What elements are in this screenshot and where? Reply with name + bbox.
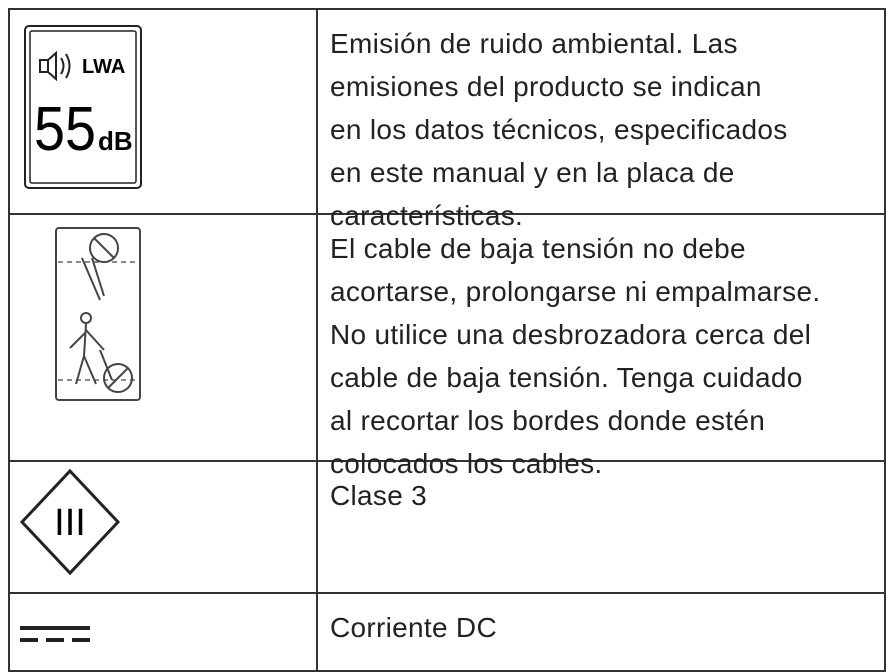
text-line: en este manual y en la placa de	[330, 157, 735, 188]
text-line: acortarse, prolongarse ni empalmarse.	[330, 276, 821, 307]
description: El cable de baja tensión no debe acortars…	[330, 227, 820, 485]
class-3-icon: III	[19, 468, 121, 576]
icons: LWA 55 dB III	[19, 25, 142, 642]
description: Corriente DC	[330, 606, 497, 649]
text-line: emisiones del producto se indican	[330, 71, 762, 102]
page: Emisión de ruido ambiental. Las emisiones…	[8, 8, 886, 672]
description: Clase 3	[330, 474, 427, 517]
noise-icon: LWA 55 dB	[24, 25, 142, 189]
text-line: Clase 3	[330, 480, 428, 511]
cable-icon	[55, 227, 141, 401]
icon-value: 55	[34, 95, 96, 164]
text-line: al recortar los bordes donde estén	[330, 405, 766, 436]
icon-label: III	[54, 502, 86, 544]
text-line: cable de baja tensión. Tenga cuidado	[330, 362, 803, 393]
text-line: El cable de baja tensión no debe	[330, 233, 746, 264]
description: Emisión de ruido ambiental. Las emisiones…	[330, 22, 788, 237]
text-line: Corriente DC	[330, 612, 497, 643]
text-line: Emisión de ruido ambiental. Las	[330, 28, 738, 59]
text-line: en los datos técnicos, especificados	[330, 114, 788, 145]
icon-label: LWA	[82, 56, 125, 78]
text-line: No utilice una desbrozadora cerca del	[330, 319, 812, 350]
text-line: características.	[330, 200, 524, 231]
dc-icon	[20, 626, 90, 642]
text-line: colocados los cables.	[330, 448, 603, 479]
icon-unit: dB	[98, 126, 133, 156]
